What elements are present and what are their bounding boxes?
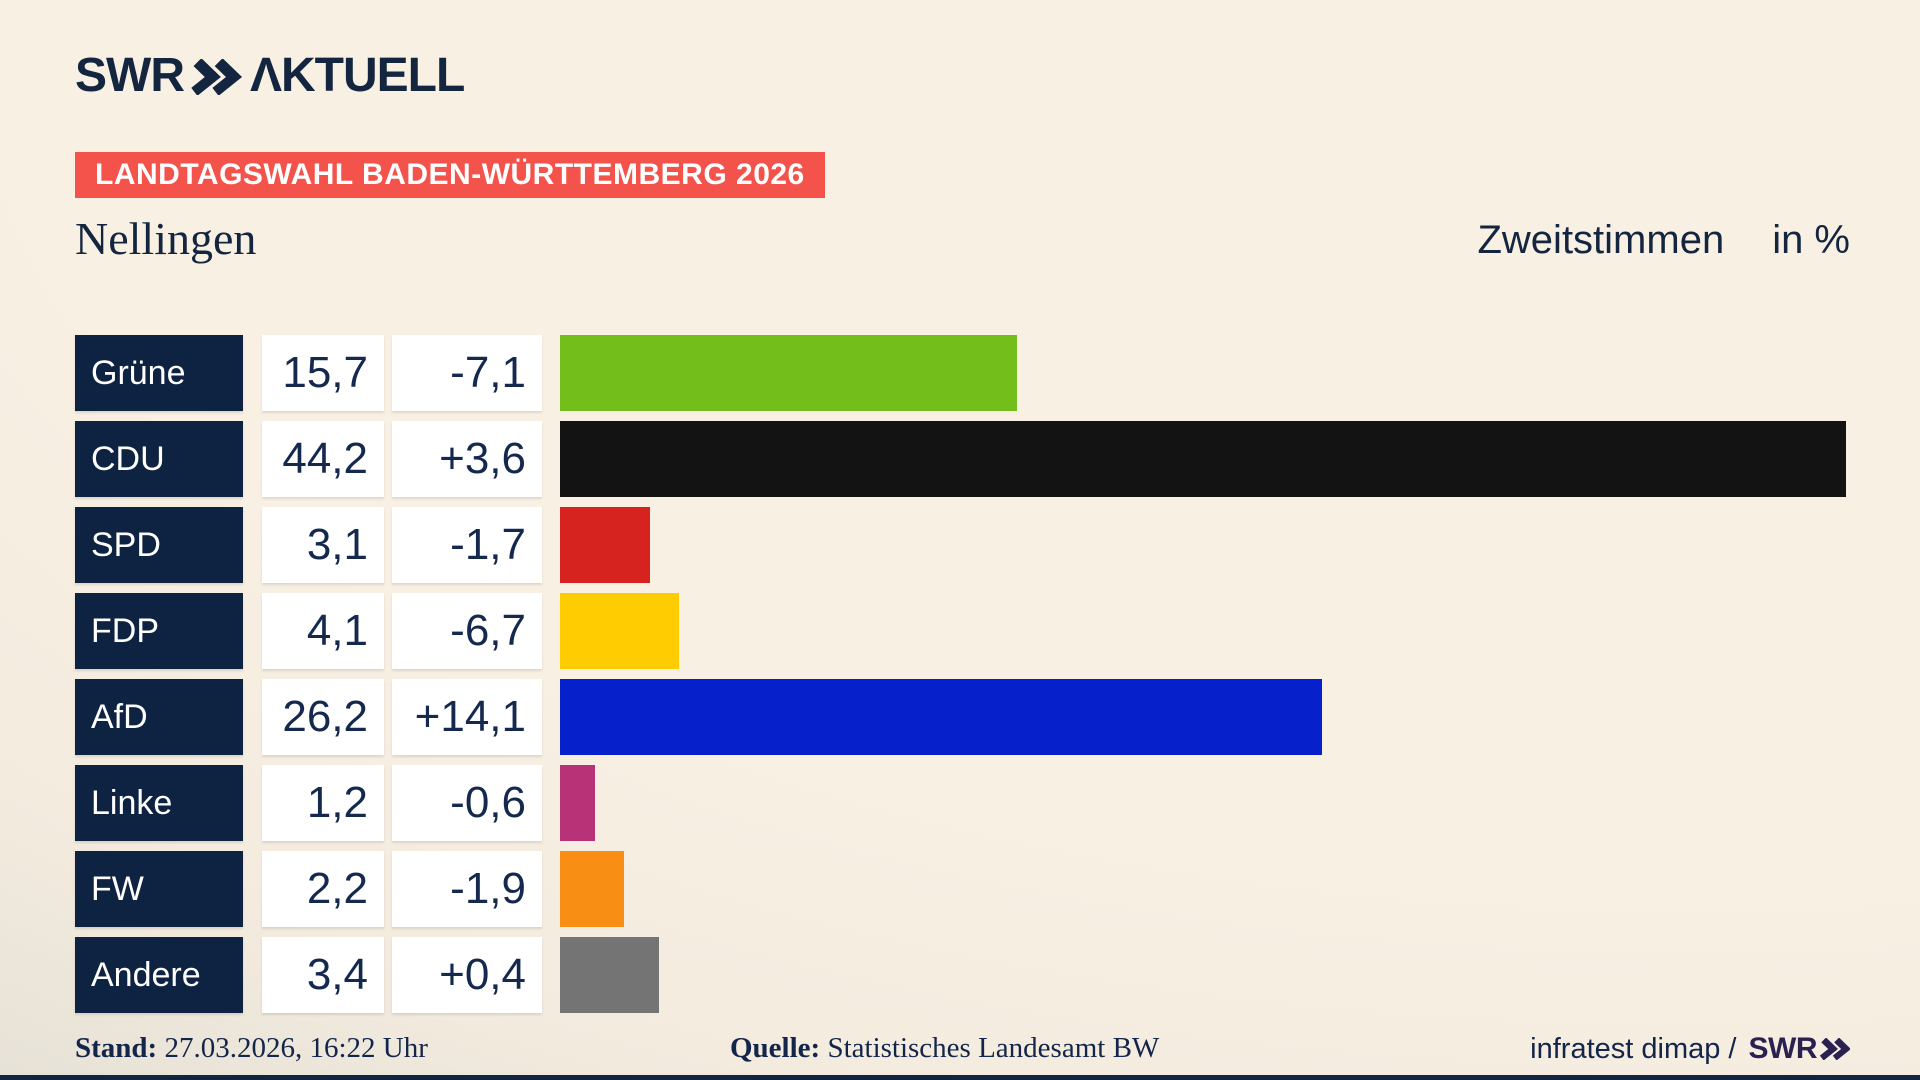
credit-text: infratest dimap / xyxy=(1530,1032,1737,1065)
election-banner: LANDTAGSWAHL BADEN-WÜRTTEMBERG 2026 xyxy=(75,152,825,198)
result-bar-cdu xyxy=(560,421,1846,497)
party-label: FW xyxy=(75,851,243,927)
vote-share-change: +3,6 xyxy=(392,421,542,497)
bottom-accent-strip xyxy=(0,1075,1920,1080)
vote-share-value: 2,2 xyxy=(262,851,384,927)
vote-share-change: -7,1 xyxy=(392,335,542,411)
credit-info: infratest dimap / SWR xyxy=(1530,1032,1851,1066)
table-row: FW 2,2 -1,9 xyxy=(75,851,1846,927)
source-label: Quelle: xyxy=(730,1032,821,1064)
vote-share-value: 4,1 xyxy=(262,593,384,669)
measure-label: Zweitstimmen xyxy=(1477,218,1725,262)
stand-info: Stand: 27.03.2026, 16:22 Uhr xyxy=(75,1032,428,1065)
table-row: FDP 4,1 -6,7 xyxy=(75,593,1846,669)
result-bar-linke xyxy=(560,765,595,841)
vote-share-change: +14,1 xyxy=(392,679,542,755)
swr-footer-chevrons-icon xyxy=(1819,1038,1851,1060)
result-bar-fdp xyxy=(560,593,679,669)
vote-share-value: 26,2 xyxy=(262,679,384,755)
result-bar-fw xyxy=(560,851,624,927)
result-bar-spd xyxy=(560,507,650,583)
party-label: Andere xyxy=(75,937,243,1013)
stand-label: Stand: xyxy=(75,1032,158,1064)
vote-share-change: -1,7 xyxy=(392,507,542,583)
vote-share-value: 3,1 xyxy=(262,507,384,583)
unit-label: in % xyxy=(1772,218,1850,262)
table-row: CDU 44,2 +3,6 xyxy=(75,421,1846,497)
source-info: Quelle: Statistisches Landesamt BW xyxy=(730,1032,1159,1065)
result-bar-andere xyxy=(560,937,659,1013)
party-label: Linke xyxy=(75,765,243,841)
vote-share-change: -6,7 xyxy=(392,593,542,669)
swr-logo-text: SWR xyxy=(75,49,185,102)
vote-share-value: 15,7 xyxy=(262,335,384,411)
party-label: AfD xyxy=(75,679,243,755)
table-row: Andere 3,4 +0,4 xyxy=(75,937,1846,1013)
municipality-title: Nellingen xyxy=(75,213,257,264)
swr-footer-logo: SWR xyxy=(1749,1032,1851,1066)
results-table: Grüne 15,7 -7,1 CDU 44,2 +3,6 SPD 3,1 -1… xyxy=(75,335,1846,1023)
result-bar-grüne xyxy=(560,335,1017,411)
swr-aktuell-logo: SWR ΛKTUELL xyxy=(75,49,465,102)
swr-chevrons-icon xyxy=(191,59,243,95)
party-label: FDP xyxy=(75,593,243,669)
vote-share-value: 1,2 xyxy=(262,765,384,841)
source-value: Statistisches Landesamt BW xyxy=(827,1032,1160,1064)
party-label: CDU xyxy=(75,421,243,497)
result-bar-afd xyxy=(560,679,1322,755)
swr-footer-logo-text: SWR xyxy=(1748,1032,1818,1065)
vote-share-change: +0,4 xyxy=(392,937,542,1013)
table-row: SPD 3,1 -1,7 xyxy=(75,507,1846,583)
vote-share-value: 3,4 xyxy=(262,937,384,1013)
measure-title: Zweitstimmen in % xyxy=(1477,218,1850,263)
vote-share-value: 44,2 xyxy=(262,421,384,497)
table-row: Grüne 15,7 -7,1 xyxy=(75,335,1846,411)
table-row: Linke 1,2 -0,6 xyxy=(75,765,1846,841)
party-label: Grüne xyxy=(75,335,243,411)
table-row: AfD 26,2 +14,1 xyxy=(75,679,1846,755)
vote-share-change: -0,6 xyxy=(392,765,542,841)
vote-share-change: -1,9 xyxy=(392,851,542,927)
party-label: SPD xyxy=(75,507,243,583)
stand-value: 27.03.2026, 16:22 Uhr xyxy=(164,1032,428,1064)
aktuell-logo-text: ΛKTUELL xyxy=(249,49,465,102)
